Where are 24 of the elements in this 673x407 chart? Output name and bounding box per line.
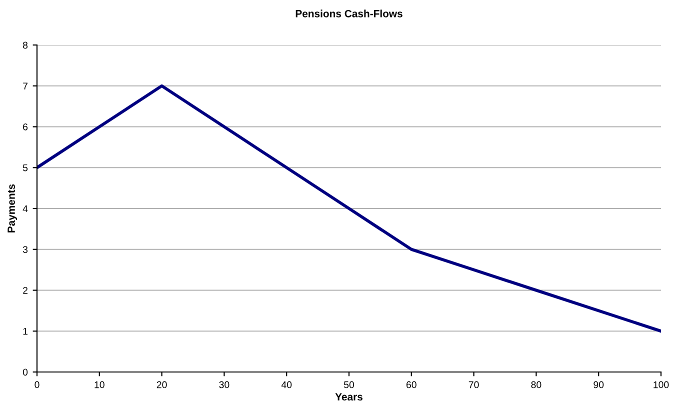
y-axis-title: Payments [8, 184, 18, 232]
y-tick-label: 2 [23, 286, 28, 294]
x-tick-label: 50 [344, 381, 354, 388]
y-tick-label: 8 [22, 42, 28, 49]
line-series [37, 84, 661, 333]
y-tick-label: 5 [22, 164, 28, 172]
y-tick-label: 3 [22, 246, 28, 253]
x-tick-label: 100 [654, 381, 669, 388]
x-tick-label: 40 [281, 381, 292, 388]
y-tick-label: 6 [23, 123, 28, 130]
x-tick-label: 20 [156, 381, 167, 388]
x-tick-label: 10 [94, 381, 104, 388]
y-tick-label: 0 [22, 368, 28, 376]
y-tick-label: 1 [23, 328, 28, 335]
x-tick-label: 70 [468, 381, 479, 388]
x-tick-label: 0 [34, 381, 40, 388]
x-tick-label: 90 [594, 381, 604, 388]
x-axis-title: Years [335, 393, 362, 401]
x-tick-label: 30 [219, 381, 230, 388]
x-tick-label: 80 [531, 381, 542, 388]
x-tick-label: 60 [406, 381, 416, 388]
y-tick-label: 7 [23, 82, 28, 90]
y-tick-label: 4 [22, 205, 28, 212]
chart-title: Pensions Cash-Flows [296, 10, 402, 18]
